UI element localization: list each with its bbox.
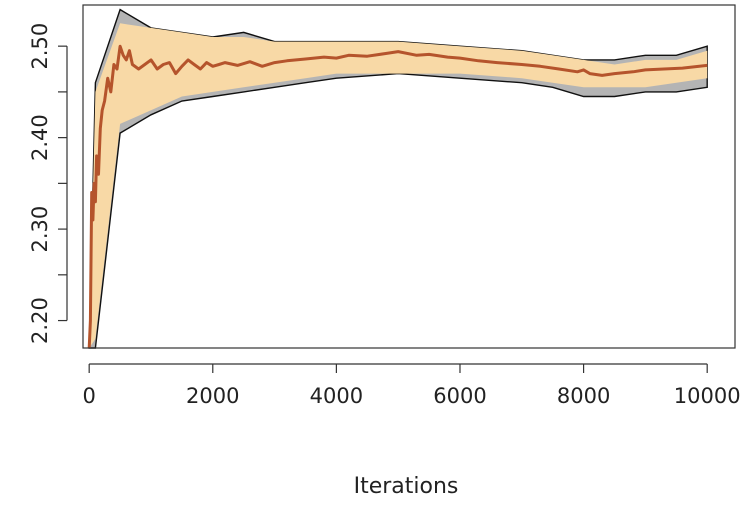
- x-tick-label: 0: [82, 384, 95, 408]
- bands-layer: [88, 8, 708, 349]
- y-tick-label: 2.30: [28, 206, 52, 253]
- mean-trace-line: [87, 44, 708, 349]
- x-axis: 0 2000 4000 6000 8000 10000: [82, 363, 741, 408]
- line-layer: [87, 44, 708, 349]
- x-tick-label: 6000: [433, 384, 486, 408]
- x-tick-label: 8000: [557, 384, 610, 408]
- x-axis-title: Iterations: [354, 474, 459, 499]
- inner-credible-band: [89, 23, 708, 349]
- y-tick-label: 2.20: [28, 297, 52, 344]
- y-tick-label: 2.50: [28, 23, 52, 70]
- x-tick-label: 2000: [186, 384, 239, 408]
- x-tick-label: 10000: [674, 384, 741, 408]
- y-axis: 2.20 2.30 2.40 2.50: [28, 23, 68, 344]
- y-tick-label: 2.40: [28, 114, 52, 161]
- plot-frame: [82, 4, 736, 349]
- x-tick-label: 4000: [310, 384, 363, 408]
